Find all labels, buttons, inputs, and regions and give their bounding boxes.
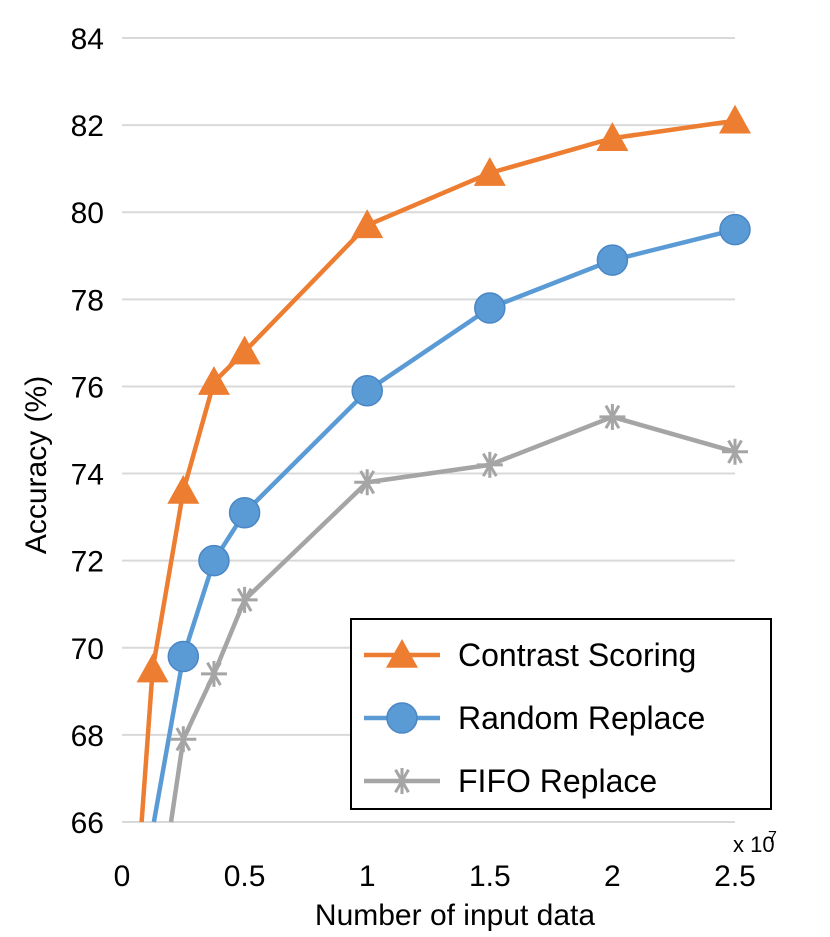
data-point bbox=[228, 335, 261, 365]
series-fifo-replace bbox=[168, 403, 748, 823]
y-axis-label: Accuracy (%) bbox=[20, 376, 53, 554]
y-tick-label: 80 bbox=[71, 197, 104, 230]
data-point bbox=[198, 544, 230, 577]
legend-entry: Random Replace bbox=[364, 700, 705, 736]
data-point bbox=[351, 209, 384, 239]
x-multiplier-label: x 10 bbox=[733, 832, 775, 857]
data-point bbox=[596, 122, 629, 151]
data-point bbox=[719, 213, 751, 246]
x-axis-label: Number of input data bbox=[315, 899, 595, 932]
x-tick-label: 0 bbox=[114, 860, 131, 893]
data-point bbox=[473, 157, 506, 186]
x-multiplier: x 10 7 bbox=[733, 829, 777, 857]
data-point bbox=[719, 104, 751, 134]
legend-label: Contrast Scoring bbox=[458, 637, 696, 673]
y-tick-label: 70 bbox=[71, 633, 104, 666]
data-point bbox=[354, 469, 381, 496]
legend-entry: Contrast Scoring bbox=[364, 637, 696, 673]
y-tick-label: 78 bbox=[71, 284, 104, 317]
data-point bbox=[170, 726, 197, 753]
x-tick-label: 2.5 bbox=[714, 860, 756, 893]
data-point bbox=[474, 292, 506, 324]
data-point bbox=[167, 640, 200, 673]
series-random-replace bbox=[151, 213, 751, 823]
data-point bbox=[231, 586, 258, 613]
x-tick-labels: 0 0.5 1 1.5 2 2.5 bbox=[114, 860, 756, 893]
data-point bbox=[228, 497, 261, 529]
x-tick-label: 1.5 bbox=[469, 860, 511, 893]
y-tick-label: 84 bbox=[71, 23, 104, 56]
x-tick-label: 0.5 bbox=[224, 860, 266, 893]
data-point bbox=[197, 366, 230, 395]
legend-marker bbox=[386, 639, 418, 668]
legend-label: Random Replace bbox=[458, 700, 705, 736]
data-point bbox=[351, 375, 383, 407]
data-point bbox=[596, 244, 629, 276]
data-point bbox=[599, 403, 626, 430]
y-tick-labels: 66 68 70 72 74 76 78 80 82 84 bbox=[71, 23, 104, 840]
x-multiplier-exponent: 7 bbox=[768, 829, 777, 846]
legend-entry: FIFO Replace bbox=[364, 763, 657, 799]
series-contrast-scoring bbox=[136, 104, 751, 823]
data-point bbox=[722, 438, 748, 465]
y-tick-label: 74 bbox=[71, 459, 104, 492]
series-group bbox=[136, 104, 751, 823]
legend-marker bbox=[386, 702, 418, 734]
legend-label: FIFO Replace bbox=[458, 763, 657, 799]
y-tick-label: 82 bbox=[71, 110, 104, 143]
legend-marker bbox=[389, 768, 415, 794]
y-tick-label: 72 bbox=[71, 546, 104, 579]
data-point bbox=[476, 451, 503, 478]
y-tick-label: 76 bbox=[71, 371, 104, 404]
x-tick-label: 2 bbox=[604, 860, 621, 893]
y-tick-label: 68 bbox=[71, 720, 104, 753]
data-point bbox=[200, 660, 227, 687]
data-point bbox=[136, 653, 169, 683]
series-line bbox=[151, 227, 736, 823]
legend-box bbox=[350, 618, 772, 810]
y-tick-label: 66 bbox=[71, 807, 104, 840]
x-tick-label: 1 bbox=[359, 860, 376, 893]
data-point bbox=[167, 474, 200, 504]
legend: Contrast Scoring Random Replace FIFO Repla… bbox=[350, 618, 772, 810]
